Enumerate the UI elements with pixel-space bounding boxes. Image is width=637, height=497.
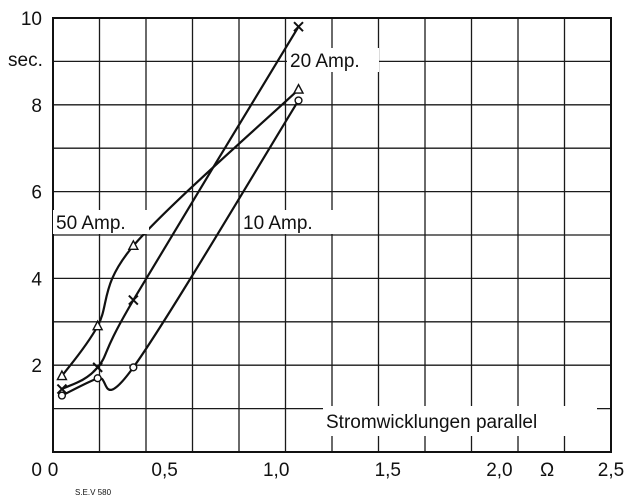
annotation-stromwicklungen-parallel: Stromwicklungen parallel: [326, 412, 537, 433]
grid: [53, 18, 611, 452]
x-tick-label: 1,5: [375, 460, 401, 481]
y-tick-label: 6: [31, 183, 42, 204]
y-axis-unit-label: sec.: [8, 50, 43, 71]
plot-frame: [52, 17, 612, 453]
data-point-20-amp: [293, 21, 304, 32]
series-label-50-amp: 50 Amp.: [56, 213, 126, 234]
axes: [52, 17, 612, 453]
series-label-20-amp: 20 Amp.: [290, 51, 360, 72]
data-point-20-amp: [128, 294, 139, 306]
y-tick-label: 8: [31, 96, 42, 117]
markers: [56, 21, 305, 400]
data-point-50-amp: [56, 369, 68, 381]
annotation-sev-580: S.E.V 580: [75, 488, 112, 497]
series-label-10-amp: 10 Amp.: [243, 213, 313, 234]
series-line-10-amp: [61, 99, 300, 397]
data-point-10-amp: [93, 374, 102, 383]
x-tick-label: 0: [48, 460, 59, 481]
y-tick-label: 4: [31, 269, 42, 290]
data-point-50-amp: [127, 239, 140, 251]
x-tick-label: 0,5: [151, 460, 177, 481]
series-label-10-amp-background: [240, 210, 336, 234]
tick-labels: 0 0,5 1,0 1,5 2,0 2,5 2 4 6 8 10 0: [21, 9, 624, 481]
data-point-50-amp: [292, 83, 305, 94]
series-label-50-amp-background: [53, 210, 149, 234]
data-point-10-amp: [57, 391, 67, 400]
origin-tick-label: 0: [31, 460, 42, 481]
y-tick-label: 2: [31, 356, 42, 377]
y-tick-label: 10: [21, 9, 42, 30]
x-tick-label: 1,0: [263, 460, 289, 481]
data-point-10-amp: [294, 96, 303, 105]
x-tick-label: 2,0: [486, 460, 512, 481]
data-point-20-amp: [92, 362, 103, 373]
x-tick-label: 2,5: [598, 460, 624, 481]
series-line-20-amp: [61, 26, 300, 391]
x-axis-unit-label: Ω: [540, 460, 554, 481]
annotation-stromwicklungen-background: [323, 406, 597, 436]
series-line-50-amp: [61, 88, 300, 377]
data-point-50-amp: [91, 319, 104, 331]
data-point-10-amp: [129, 363, 138, 372]
data-point-20-amp: [56, 383, 68, 395]
series-label-20-amp-background: [287, 48, 379, 72]
